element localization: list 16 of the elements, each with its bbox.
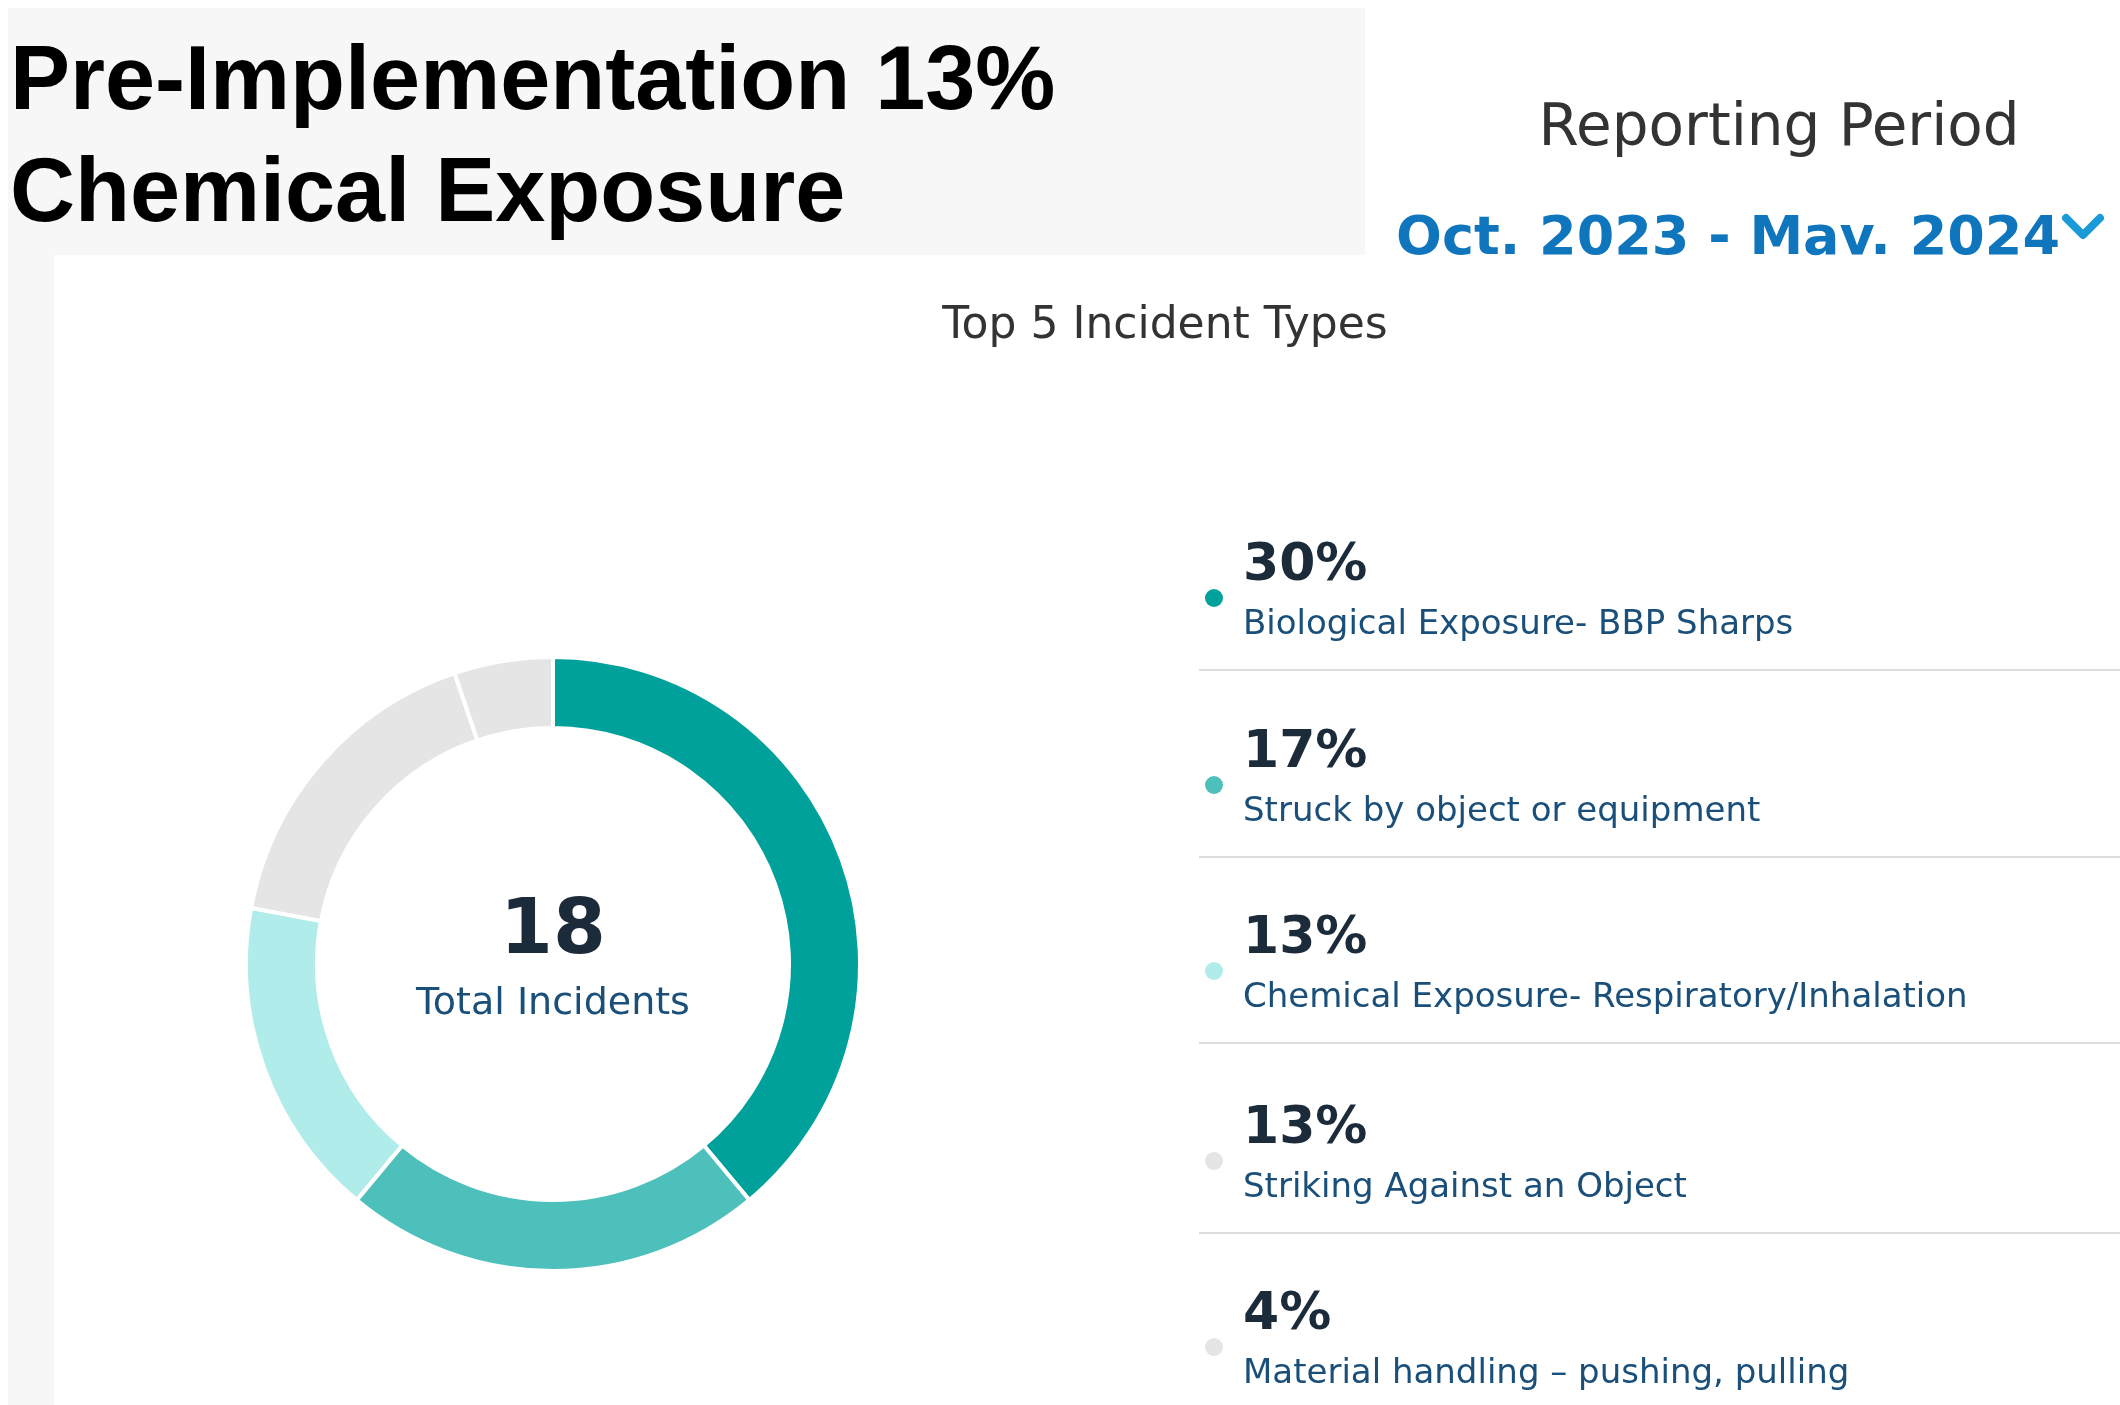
legend-label: Chemical Exposure- Respiratory/Inhalation: [1243, 975, 1968, 1015]
text: Oct. 2023 - Mav. 2024: [1396, 204, 2060, 267]
text: Reporting Period: [1538, 91, 2020, 159]
legend-label: Material handling – pushing, pulling: [1243, 1351, 1850, 1391]
legend-label: Biological Exposure- BBP Sharps: [1243, 602, 1794, 642]
chart-title: Pre-Implementation 13% Chemical Exposure: [10, 28, 1056, 240]
data-label: 30%: [1243, 532, 1368, 592]
data-label: 13%: [1243, 1095, 1368, 1155]
text: 18: [500, 882, 606, 971]
data-label: 13%: [1243, 905, 1368, 965]
legend-label: Struck by object or equipment: [1243, 789, 1761, 829]
data-label: 17%: [1243, 719, 1368, 779]
text: Total Incidents: [415, 979, 690, 1023]
legend-label: Striking Against an Object: [1243, 1165, 1687, 1205]
data-label: 4%: [1243, 1281, 1332, 1341]
chart-subtitle: Top 5 Incident Types: [941, 297, 1388, 348]
